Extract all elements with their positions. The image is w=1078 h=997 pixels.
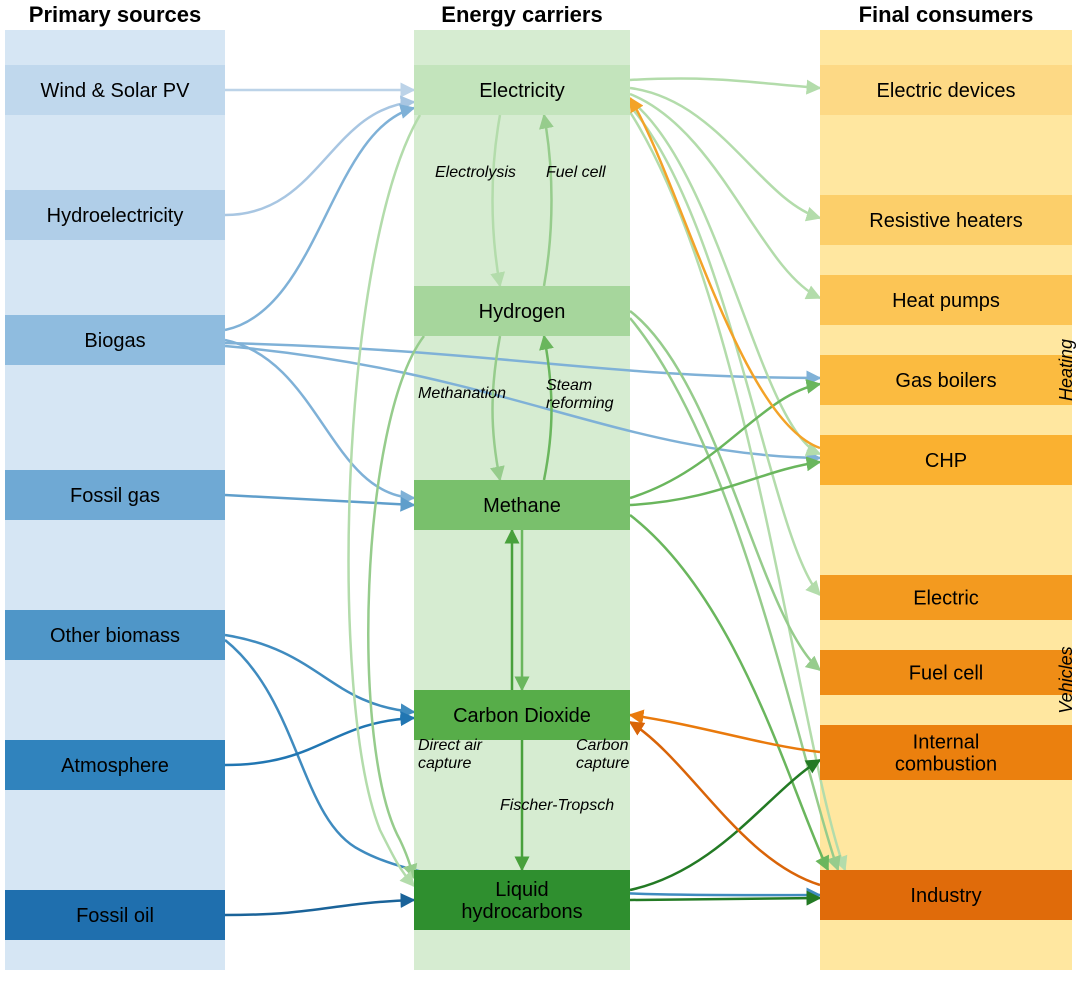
svg-text:Carbon: Carbon <box>576 737 629 754</box>
svg-text:Primary sources: Primary sources <box>29 2 201 27</box>
svg-text:Resistive heaters: Resistive heaters <box>869 210 1022 232</box>
svg-text:Fossil oil: Fossil oil <box>76 905 154 927</box>
svg-text:Wind & Solar PV: Wind & Solar PV <box>41 80 191 102</box>
svg-text:capture: capture <box>576 755 629 772</box>
group-label-heating: Heating <box>1056 339 1076 401</box>
svg-text:Methane: Methane <box>483 495 561 517</box>
energy-flow-diagram: Primary sources Energy carriers Final cons… <box>0 0 1078 997</box>
edge-methane-gasboiler <box>630 384 820 498</box>
svg-text:Direct air: Direct air <box>418 737 483 754</box>
svg-text:capture: capture <box>418 755 471 772</box>
edge-liquids-industry <box>630 898 820 900</box>
edge-atmosphere-co2 <box>225 718 414 765</box>
svg-text:CHP: CHP <box>925 450 967 472</box>
svg-text:Atmosphere: Atmosphere <box>61 755 169 777</box>
svg-text:Electrolysis: Electrolysis <box>435 164 516 181</box>
svg-text:Other biomass: Other biomass <box>50 625 180 647</box>
group-label-vehicles: Vehicles <box>1056 646 1076 713</box>
svg-text:Fuel cell: Fuel cell <box>546 164 606 181</box>
svg-text:Biogas: Biogas <box>84 330 145 352</box>
svg-text:Industry: Industry <box>910 885 981 907</box>
svg-text:Fischer-Tropsch: Fischer-Tropsch <box>500 797 614 814</box>
svg-text:combustion: combustion <box>895 754 997 776</box>
svg-text:Steam: Steam <box>546 377 592 394</box>
edge-biogas-methane <box>225 340 414 498</box>
svg-text:Energy carriers: Energy carriers <box>441 2 602 27</box>
svg-text:Internal: Internal <box>913 732 980 754</box>
edge-electricity-industry <box>630 112 845 870</box>
edge-hydrogen-industry <box>630 318 838 870</box>
edge-methane-industry <box>630 515 828 870</box>
svg-text:Fuel cell: Fuel cell <box>909 663 983 685</box>
svg-text:Final consumers: Final consumers <box>859 2 1034 27</box>
edge-biomass-co2 <box>225 635 414 712</box>
svg-text:Carbon Dioxide: Carbon Dioxide <box>453 705 591 727</box>
edge-hydrogen-fcveh <box>630 311 820 670</box>
svg-text:Electric: Electric <box>913 588 979 610</box>
svg-text:Heat pumps: Heat pumps <box>892 290 1000 312</box>
svg-text:reforming: reforming <box>546 395 614 412</box>
edge-fossiloil-liquids <box>225 900 414 915</box>
edge-electricity-liquids <box>349 115 420 886</box>
svg-text:Methanation: Methanation <box>418 385 506 402</box>
svg-text:Electricity: Electricity <box>479 80 565 102</box>
svg-text:Hydroelectricity: Hydroelectricity <box>47 205 184 227</box>
edge-electricity-elecdev <box>630 79 820 88</box>
svg-text:Liquid: Liquid <box>495 879 548 901</box>
svg-text:Electric devices: Electric devices <box>877 80 1016 102</box>
column-consumers <box>820 30 1072 970</box>
svg-text:Gas boilers: Gas boilers <box>895 370 996 392</box>
svg-text:Hydrogen: Hydrogen <box>479 301 566 323</box>
edge-hydro-electricity <box>225 102 414 215</box>
edge-electricity-resist <box>630 88 820 218</box>
svg-text:hydrocarbons: hydrocarbons <box>461 901 582 923</box>
edge-biogas-electricity <box>225 108 414 330</box>
svg-text:Fossil gas: Fossil gas <box>70 485 160 507</box>
edge-fossilgas-methane <box>225 495 414 505</box>
